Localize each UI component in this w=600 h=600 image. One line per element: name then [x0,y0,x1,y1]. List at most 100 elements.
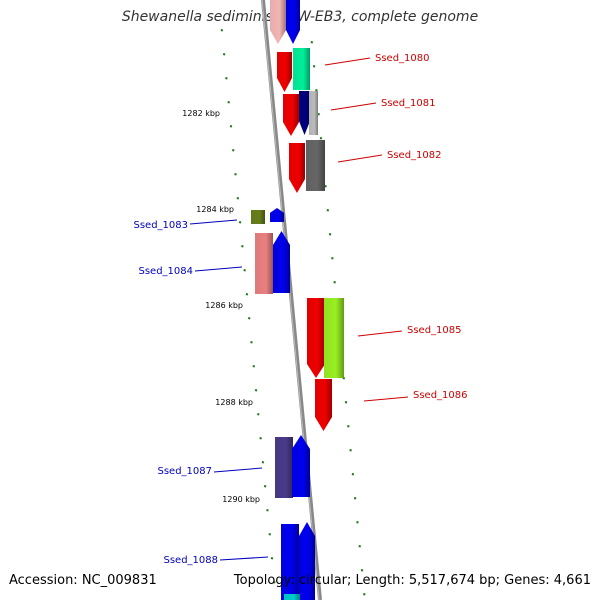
gene-label-text: Ssed_1081 [381,98,436,109]
gene-label-text: Ssed_1088 [163,555,218,566]
scale-tick [312,65,316,68]
feature-arrow [275,437,293,498]
gene-label-text: Ssed_1085 [407,325,462,336]
gene-label-ssed-1086[interactable]: Ssed_1086 [363,390,468,402]
feature-arrow [284,594,300,600]
scale-tick [229,125,233,128]
gene-label-ssed-1080[interactable]: Ssed_1080 [324,53,430,66]
feature-arrow [324,298,344,378]
feature-arrow [307,298,325,378]
gene-label-text: Ssed_1087 [157,466,212,477]
scale-tick [344,401,348,404]
feature-arrow [251,210,265,224]
gene-label-ssed-1087[interactable]: Ssed_1087 [157,466,263,477]
scale-ticks [220,29,366,596]
gene-leader-line [194,266,243,272]
gene-leader-line [357,330,403,337]
gene-leader-line [219,556,269,561]
scale-tick [250,341,253,344]
gene-label-ssed-1082[interactable]: Ssed_1082 [337,150,442,163]
gene-label-ssed-1088[interactable]: Ssed_1088 [163,555,269,566]
scale-labels: 1282 kbp 1284 kbp 1286 kbp 1288 kbp 1290 kbp [182,109,260,504]
scale-label: 1282 kbp [182,109,220,118]
scale-tick [270,557,274,560]
gene-leader-line [324,57,371,66]
scale-tick [273,581,276,584]
feature-arrow [283,94,299,136]
scale-label: 1290 kbp [222,495,260,504]
feature-arrow [289,143,305,193]
topology-text: Topology: circular; Length: 5,517,674 bp… [233,573,591,588]
scale-tick [243,269,246,272]
scale-tick [358,545,361,548]
scale-tick [225,77,228,80]
scale-label: 1284 kbp [196,205,234,214]
feature-arrows [251,0,344,600]
feature-arrow [286,0,300,44]
gene-label-text: Ssed_1083 [133,220,188,231]
scale-tick [319,137,323,140]
scale-tick [220,29,224,32]
gene-leader-line [213,467,263,473]
gene-leader-line [363,396,409,402]
scale-tick [360,569,364,572]
scale-tick [310,41,314,44]
genome-backbone [261,0,322,600]
scale-label: 1288 kbp [215,398,253,407]
scale-tick [326,209,330,212]
feature-arrow [270,0,286,44]
scale-tick [232,149,235,152]
feature-arrow [299,91,310,135]
gene-label-text: Ssed_1082 [387,150,442,161]
gene-label-ssed-1083[interactable]: Ssed_1083 [133,219,238,231]
feature-arrow [293,48,310,90]
scale-tick [266,509,269,512]
gene-leader-line [189,219,238,225]
scale-tick [353,497,357,500]
scale-tick [238,221,242,224]
scale-tick [227,101,230,104]
gene-label-ssed-1084[interactable]: Ssed_1084 [138,266,243,277]
scale-tick [315,89,318,92]
scale-tick [247,317,251,320]
scale-tick [356,521,359,524]
feature-arrow [270,208,284,222]
scale-tick [333,281,336,284]
scale-tick [342,377,346,380]
feature-arrow [281,524,299,600]
scale-tick [259,437,262,440]
scale-tick [245,293,249,296]
gene-leader-line [330,102,377,111]
backbone-highlight [261,0,320,600]
feature-arrow [315,379,332,431]
feature-arrow [309,91,318,135]
scale-tick [257,413,260,416]
scale-tick [331,257,334,260]
scale-tick [363,593,366,596]
scale-tick [222,53,226,56]
gene-label-text: Ssed_1084 [138,266,193,277]
feature-arrow [255,233,273,294]
scale-tick [347,425,350,428]
feature-arrow [292,435,310,497]
scale-tick [252,365,256,368]
scale-label: 1286 kbp [205,301,243,310]
gene-labels: Ssed_1080 Ssed_1081 Ssed_1082 Ssed_1083 Ssed… [133,53,467,566]
scale-tick [263,485,267,488]
scale-tick [268,533,271,536]
scale-tick [236,197,240,200]
gene-label-ssed-1085[interactable]: Ssed_1085 [357,325,462,337]
gene-leader-line [337,154,383,163]
scale-tick [349,449,352,452]
feature-arrow [277,52,292,92]
scale-tick [328,233,332,236]
accession-text: Accession: NC_009831 [9,573,157,588]
feature-arrow [273,231,290,293]
scale-tick [234,173,237,176]
gene-label-ssed-1081[interactable]: Ssed_1081 [330,98,436,111]
gene-label-text: Ssed_1080 [375,53,430,64]
scale-tick [241,245,244,248]
gene-label-text: Ssed_1086 [413,390,468,401]
scale-tick [351,473,355,476]
